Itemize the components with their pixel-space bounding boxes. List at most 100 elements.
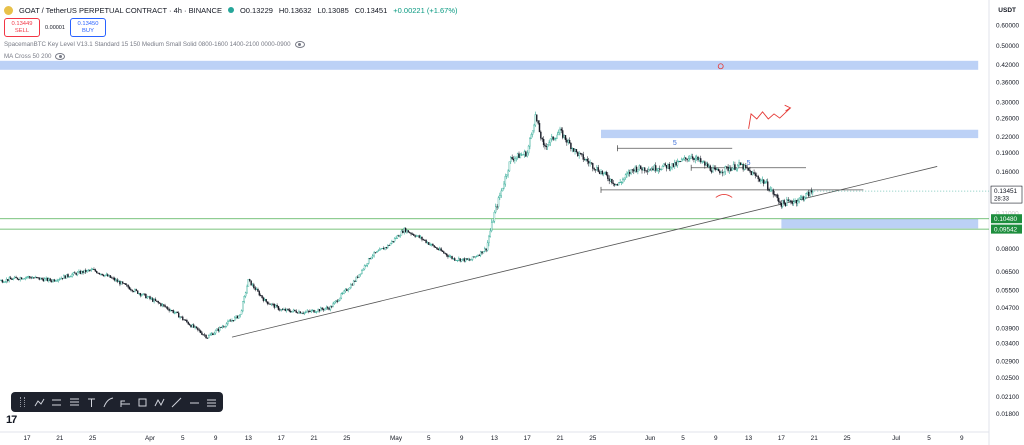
y-tick-label: 0.01800 (996, 411, 1020, 418)
candle-body (463, 258, 466, 262)
candle-body (188, 324, 191, 326)
candle-body (9, 277, 12, 280)
candle-body (205, 334, 207, 339)
grip-icon[interactable] (16, 395, 30, 409)
candle-body (130, 289, 132, 291)
settings-lines-icon[interactable] (204, 395, 218, 409)
candle-body (495, 206, 497, 213)
candle-body (594, 169, 597, 171)
candle-body (728, 168, 731, 171)
zigzag-icon[interactable] (33, 395, 47, 409)
candle-body (437, 248, 440, 251)
candle-body (42, 278, 45, 282)
last-price-label: 0.13451 (994, 188, 1018, 195)
x-tick-label: 5 (927, 435, 931, 442)
candle-body (347, 289, 349, 291)
y-tick-label: 0.22000 (996, 134, 1020, 141)
y-tick-label: 0.11000 (996, 211, 1019, 218)
candle-body (654, 165, 657, 171)
candle-body (623, 177, 625, 180)
candle-body (72, 272, 75, 275)
candle-body (575, 149, 578, 153)
candle-body (675, 161, 677, 166)
candle-body (67, 274, 69, 277)
candle-body (15, 276, 17, 278)
x-tick-label: 17 (23, 435, 31, 442)
candle-body (0, 279, 2, 281)
candle-body (294, 309, 296, 312)
y-tick-label: 0.42000 (996, 62, 1020, 69)
buy-button[interactable]: 0.13450 BUY (70, 18, 106, 37)
candle-body (526, 152, 528, 157)
indicator-key-level[interactable]: SpacemanBTC Key Level V13.1 Standard 15 … (4, 41, 305, 48)
candle-body (264, 299, 266, 301)
candle-body (473, 256, 475, 258)
candle-body (225, 323, 228, 327)
brush-icon[interactable] (101, 395, 115, 409)
candle-body (382, 248, 385, 250)
candle-body (439, 248, 441, 251)
long-position-icon[interactable] (119, 395, 133, 409)
parallel-lines-icon[interactable] (50, 395, 64, 409)
candle-body (79, 270, 82, 274)
candle-body (783, 200, 785, 204)
candle-body (283, 309, 285, 310)
candle-body (619, 182, 621, 184)
candle-body (690, 156, 692, 159)
indicator-ma-cross[interactable]: MA Cross 50 200 (4, 53, 66, 60)
candle-body (574, 149, 576, 152)
pattern-icon[interactable] (153, 395, 167, 409)
candle-body (723, 171, 725, 174)
candle-body (123, 283, 125, 284)
candle-body (810, 190, 813, 193)
candle-body (161, 304, 164, 306)
y-tick-label: 0.03900 (996, 326, 1020, 333)
candle-body (162, 304, 165, 306)
candle-body (536, 114, 538, 121)
eye-icon[interactable] (294, 41, 305, 48)
spread-value: 0.00001 (45, 24, 65, 31)
horizontal-ray-icon[interactable] (187, 395, 201, 409)
candle-body (168, 309, 170, 311)
candle-body (160, 303, 162, 306)
trend-line-icon[interactable] (170, 395, 184, 409)
candle-body (772, 189, 774, 195)
candle-body (685, 157, 687, 159)
sell-button[interactable]: 0.13449 SELL (4, 18, 40, 37)
candle-body (627, 172, 630, 174)
candle-body (296, 312, 299, 314)
candle-body (542, 139, 545, 146)
candle-body (117, 281, 120, 283)
candle-body (649, 169, 651, 171)
candle-body (634, 166, 636, 172)
text-icon[interactable] (84, 395, 98, 409)
candle-body (432, 243, 434, 246)
eye-icon[interactable] (55, 53, 66, 60)
candle-body (27, 276, 30, 278)
candle-body (534, 114, 537, 126)
candle-body (87, 269, 90, 271)
zones-layer (0, 60, 979, 229)
candle-body (626, 173, 628, 175)
candle-body (153, 299, 155, 302)
candle-body (280, 309, 282, 311)
candle-body (403, 227, 405, 233)
candle-body (60, 277, 62, 280)
x-tick-label: 9 (960, 435, 964, 442)
symbol-title[interactable]: GOAT / TetherUS PERPETUAL CONTRACT · 4h … (19, 5, 222, 15)
x-tick-label: 17 (778, 435, 786, 442)
candle-body (657, 168, 660, 171)
candle-body (171, 310, 173, 312)
currency-label[interactable]: USDT (998, 7, 1016, 14)
candle-body (212, 333, 214, 336)
candle-body (216, 328, 218, 331)
indicator-label: MA Cross 50 200 (4, 53, 52, 60)
rectangle-icon[interactable] (136, 395, 150, 409)
candle-body (604, 172, 606, 174)
candle-body (152, 298, 154, 302)
candle-body (560, 128, 563, 131)
fib-icon[interactable] (67, 395, 81, 409)
candle-body (581, 153, 583, 155)
candle-body (392, 241, 394, 242)
